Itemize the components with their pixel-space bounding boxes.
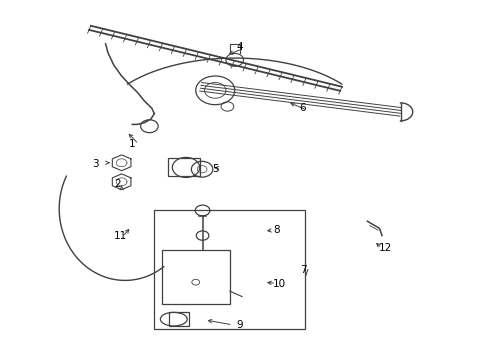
Text: 1: 1 [129, 139, 135, 149]
Text: 3: 3 [92, 159, 99, 169]
Text: 12: 12 [379, 243, 392, 253]
Text: 9: 9 [236, 320, 243, 330]
Text: 5: 5 [211, 164, 218, 174]
Bar [154, 211, 305, 329]
Text: 2: 2 [114, 179, 121, 189]
Text: 7: 7 [299, 265, 305, 275]
Text: 6: 6 [299, 103, 305, 113]
Text: 8: 8 [272, 225, 279, 235]
Bar [168, 312, 189, 326]
Text: 4: 4 [236, 42, 243, 52]
Text: 10: 10 [272, 279, 285, 289]
Bar [161, 250, 229, 304]
Bar [167, 158, 199, 176]
Text: 11: 11 [113, 231, 126, 240]
